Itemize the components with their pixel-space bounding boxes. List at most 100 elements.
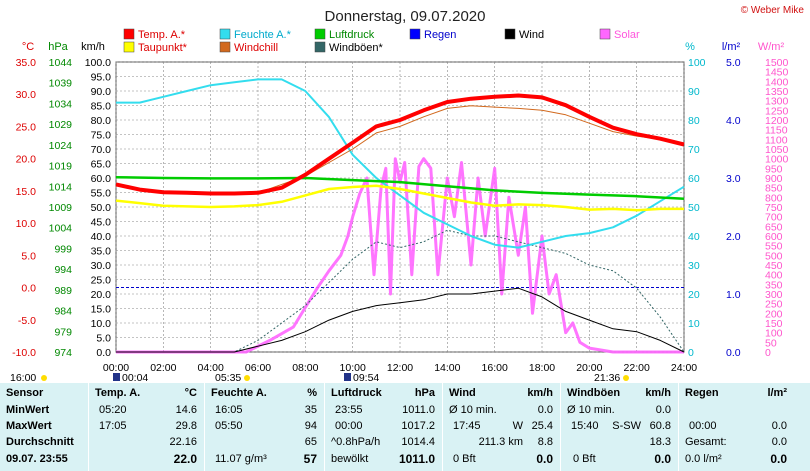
x-tick-label: 00:00	[103, 362, 129, 374]
series-windböen-line	[116, 229, 685, 353]
stats-table: Sensor MinWert MaxWert Durchschnitt 09.0…	[0, 383, 810, 471]
wind-current-value: 0.0	[536, 452, 553, 466]
pressure-tick-label: 974	[54, 347, 72, 359]
solar-tick-label: 1050	[765, 144, 789, 156]
sun-marker1-time: 00:04	[122, 372, 148, 383]
wind-tick-label: 45.0	[91, 217, 112, 229]
wind-tick-label: 15.0	[91, 304, 112, 316]
wind-avg10-label: Ø 10 min.	[449, 404, 497, 416]
rain-column: Regen l/m² 00:00 0.0 Gesamt: 0.0 0.0 l/m…	[679, 383, 791, 471]
x-tick-label: 22:00	[624, 362, 650, 374]
humidity-tick-label: 50	[688, 202, 700, 214]
wind-tick-label: 25.0	[91, 275, 112, 287]
chart-axes: 35.0 30.0 25.0 20.0 15.0 10.0 5.0 0.0 -5.0 -10.0 1…	[12, 41, 788, 374]
solar-tick-label: 600	[765, 231, 783, 243]
wind-tick-label: 65.0	[91, 159, 112, 171]
gust-unit: km/h	[645, 387, 671, 399]
series-wind-line	[116, 287, 685, 353]
solar-tick-label: 1450	[765, 67, 789, 79]
hum-current-value: 57	[303, 452, 317, 466]
weather-chart: Donnerstag, 09.07.2020 Temp. A.* Feuchte …	[10, 8, 789, 383]
gust-current-value: 0.0	[654, 452, 671, 466]
press-header: Luftdruck	[331, 387, 382, 399]
solar-tick-label: 500	[765, 250, 783, 262]
solar-tick-label: 850	[765, 183, 783, 195]
press-forecast: bewölkt	[331, 453, 369, 465]
temp-tick-label: 5.0	[21, 250, 36, 262]
solar-tick-label: 150	[765, 318, 783, 330]
humidity-tick-label: 10	[688, 318, 700, 330]
hum-header: Feuchte A.	[211, 387, 267, 399]
hum-absolute: 11.07 g/m³	[215, 453, 267, 465]
solar-tick-label: 550	[765, 241, 783, 253]
solar-tick-label: 300	[765, 289, 783, 301]
rain-tick-label: 2.0	[726, 231, 741, 243]
wind-tick-label: 0.0	[96, 347, 111, 359]
wind-avg-value: 8.8	[537, 436, 553, 448]
wind-tick-label: 85.0	[91, 101, 112, 113]
legend-label: Temp. A.*	[138, 29, 186, 41]
solar-tick-label: 800	[765, 192, 783, 204]
temp-tick-label: 25.0	[16, 121, 37, 133]
wind-tick-label: 30.0	[91, 260, 112, 272]
temp-tick-label: -5.0	[18, 315, 36, 327]
pressure-tick-label: 1024	[49, 140, 73, 152]
solar-tick-label: 100	[765, 328, 783, 340]
rain-unit: l/m²	[767, 387, 787, 399]
row-label-max: MaxWert	[6, 420, 52, 432]
sunset-time: 21:36	[594, 372, 620, 383]
wind-tick-label: 95.0	[91, 72, 112, 84]
wind-tick-label: 55.0	[91, 188, 112, 200]
temp-max-time: 17:05	[99, 420, 127, 432]
temp-axis-unit: °C	[22, 41, 34, 53]
sun-marker2-time: 09:54	[353, 372, 379, 383]
humidity-tick-label: 30	[688, 260, 700, 272]
gust-max-value: 60.8	[649, 420, 671, 432]
wind-tick-label: 80.0	[91, 115, 112, 127]
solar-tick-label: 950	[765, 163, 783, 175]
humidity-tick-label: 40	[688, 231, 700, 243]
wind-max-value: 25.4	[531, 420, 553, 432]
temp-tick-label: 0.0	[21, 283, 36, 295]
pressure-tick-label: 1029	[49, 119, 73, 131]
wind-unit: km/h	[527, 387, 553, 399]
rain-current-value: 0.0	[770, 452, 787, 466]
pressure-tick-label: 979	[54, 326, 72, 338]
press-min-value: 1011.0	[402, 404, 435, 416]
sun-icon	[41, 375, 47, 381]
legend-swatch	[123, 28, 135, 40]
pressure-tick-label: 1039	[49, 78, 73, 90]
x-tick-label: 20:00	[576, 362, 602, 374]
solar-tick-label: 450	[765, 260, 783, 272]
temp-tick-label: 35.0	[16, 57, 37, 69]
temp-tick-label: -10.0	[12, 347, 36, 359]
legend-label: Taupunkt*	[138, 42, 188, 54]
hum-min-time: 16:05	[215, 404, 243, 416]
humidity-tick-label: 20	[688, 289, 700, 301]
gust-max-dir: S-SW	[612, 420, 641, 432]
pressure-tick-label: 1044	[49, 57, 73, 69]
series-taupunkt-line	[115, 184, 684, 212]
solar-tick-label: 700	[765, 212, 783, 224]
wind-axis-unit: km/h	[81, 41, 105, 53]
wind-tick-label: 35.0	[91, 246, 112, 258]
hum-max-value: 94	[304, 420, 317, 432]
gust-max-time: 15:40	[571, 420, 599, 432]
humidity-tick-label: 70	[688, 144, 700, 156]
x-tick-label: 04:00	[198, 362, 224, 374]
temp-avg-value: 22.16	[169, 436, 197, 448]
humidity-tick-label: 90	[688, 86, 700, 98]
sun-markers: 16:00 00:04 05:35 09:54 21:36	[10, 372, 629, 383]
hum-max-time: 05:50	[215, 420, 243, 432]
rain-tick-label: 0.0	[726, 347, 741, 359]
solar-tick-label: 1100	[765, 134, 788, 146]
row-label-min: MinWert	[6, 404, 50, 416]
gust-bft: 0 Bft	[573, 453, 596, 465]
temp-current-value: 22.0	[173, 452, 197, 466]
rain-tick-label: 1.0	[726, 289, 741, 301]
x-tick-label: 08:00	[292, 362, 318, 374]
wind-tick-label: 10.0	[91, 318, 112, 330]
temp-tick-label: 10.0	[16, 218, 37, 230]
pressure-tick-label: 1014	[49, 181, 73, 193]
legend-swatch	[123, 41, 135, 53]
